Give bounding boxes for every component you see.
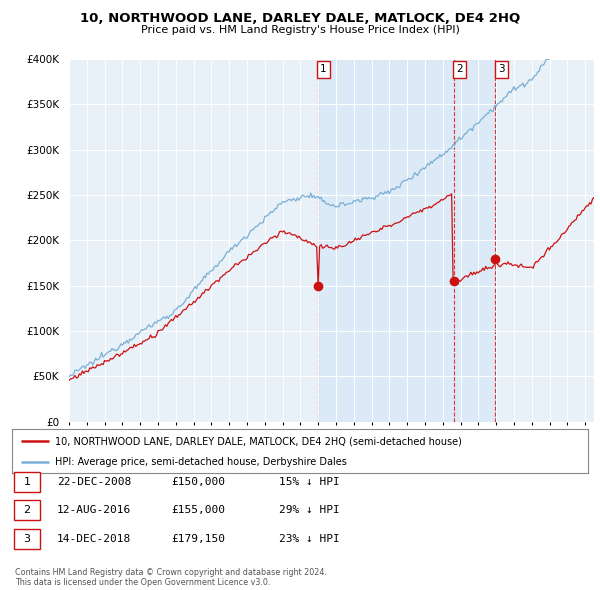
Text: 22-DEC-2008: 22-DEC-2008 (57, 477, 131, 487)
Text: 15% ↓ HPI: 15% ↓ HPI (279, 477, 340, 487)
Text: £150,000: £150,000 (171, 477, 225, 487)
Text: 2: 2 (457, 64, 463, 74)
Text: 29% ↓ HPI: 29% ↓ HPI (279, 506, 340, 515)
Bar (317, 59, 496, 422)
Text: 14-DEC-2018: 14-DEC-2018 (57, 534, 131, 543)
Text: 10, NORTHWOOD LANE, DARLEY DALE, MATLOCK, DE4 2HQ: 10, NORTHWOOD LANE, DARLEY DALE, MATLOCK… (80, 12, 520, 25)
Text: 3: 3 (498, 64, 505, 74)
Text: Price paid vs. HM Land Registry's House Price Index (HPI): Price paid vs. HM Land Registry's House … (140, 25, 460, 35)
Text: 1: 1 (320, 64, 327, 74)
Text: 12-AUG-2016: 12-AUG-2016 (57, 506, 131, 515)
Text: £179,150: £179,150 (171, 534, 225, 543)
Text: 10, NORTHWOOD LANE, DARLEY DALE, MATLOCK, DE4 2HQ (semi-detached house): 10, NORTHWOOD LANE, DARLEY DALE, MATLOCK… (55, 437, 462, 446)
Text: HPI: Average price, semi-detached house, Derbyshire Dales: HPI: Average price, semi-detached house,… (55, 457, 347, 467)
Text: 23% ↓ HPI: 23% ↓ HPI (279, 534, 340, 543)
Text: £155,000: £155,000 (171, 506, 225, 515)
Text: 3: 3 (23, 534, 31, 543)
Text: Contains HM Land Registry data © Crown copyright and database right 2024.
This d: Contains HM Land Registry data © Crown c… (15, 568, 327, 587)
Text: 2: 2 (23, 506, 31, 515)
Text: 1: 1 (23, 477, 31, 487)
